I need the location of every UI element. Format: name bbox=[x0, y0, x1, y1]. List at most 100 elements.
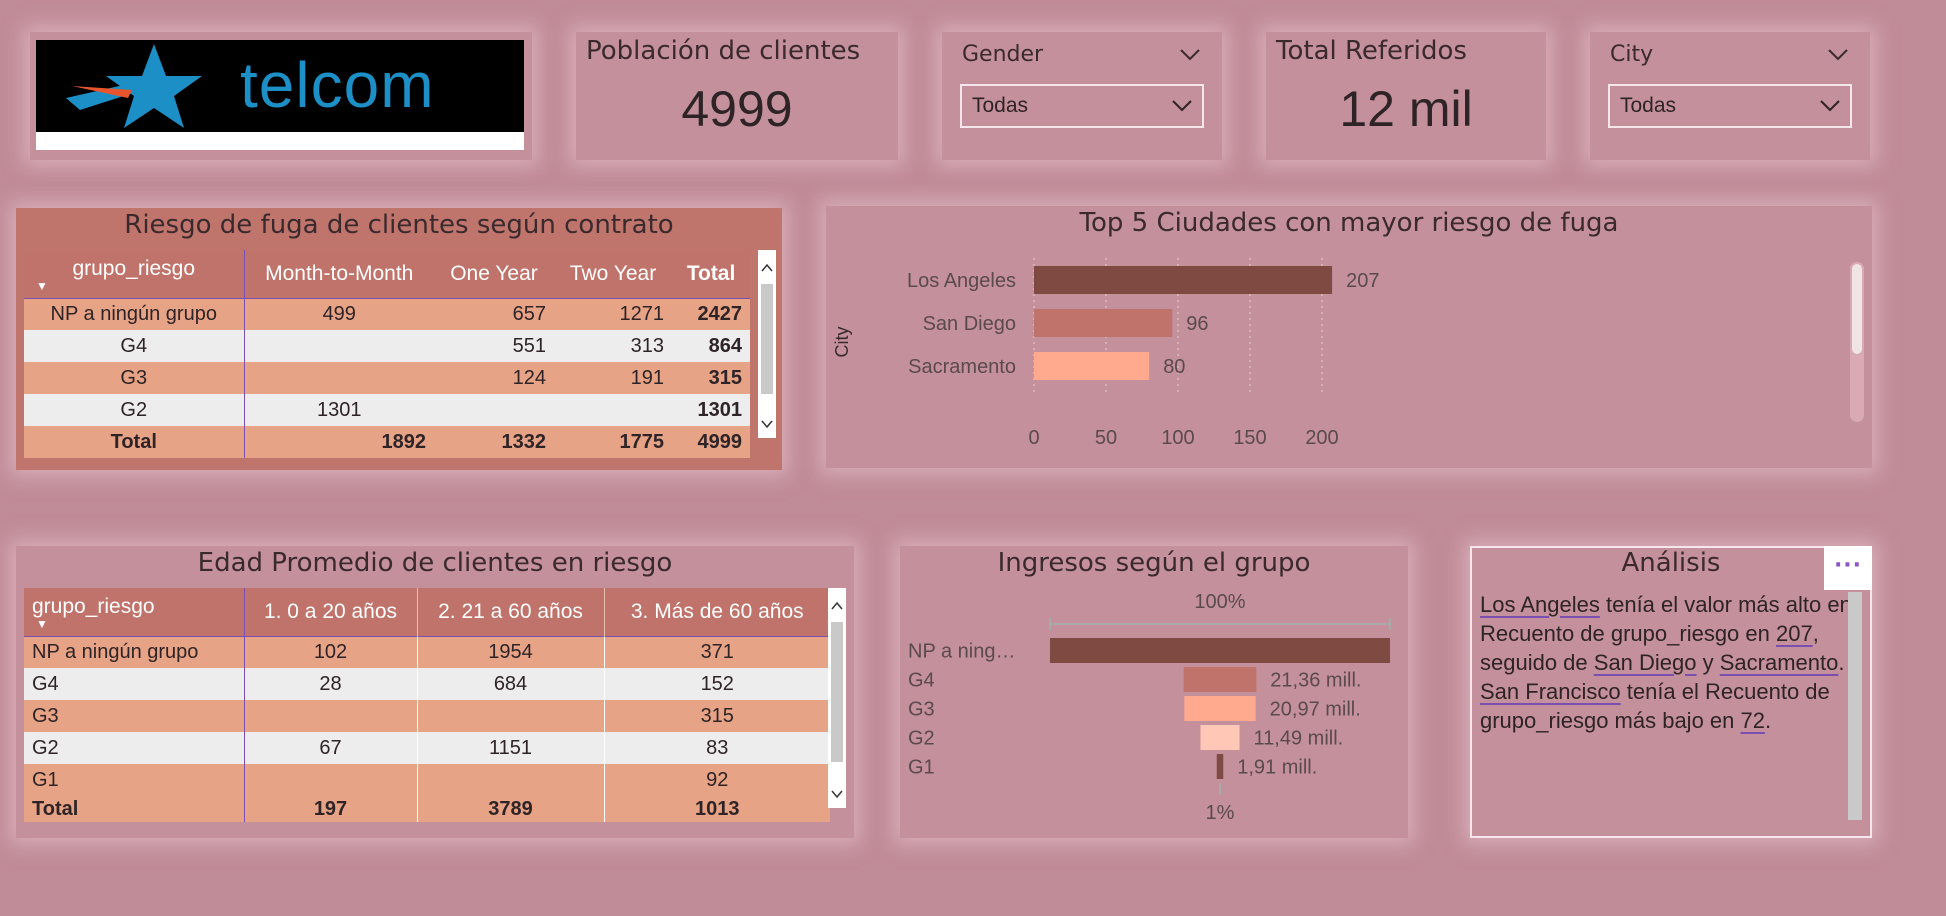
chevron-down-icon[interactable] bbox=[758, 416, 776, 432]
table-cell: 1301 bbox=[244, 394, 434, 426]
row-header: G4 bbox=[24, 668, 245, 700]
analysis-highlight[interactable]: Los Angeles bbox=[1480, 592, 1600, 617]
city-dropdown[interactable]: Todas bbox=[1608, 84, 1852, 128]
chevron-down-icon[interactable] bbox=[1826, 42, 1850, 66]
funnel-category-label: G2 bbox=[908, 728, 935, 750]
contract-matrix-scrollbar[interactable] bbox=[758, 250, 776, 438]
table-cell: 864 bbox=[672, 330, 750, 362]
table-cell bbox=[434, 394, 554, 426]
funnel-bar[interactable] bbox=[1184, 696, 1256, 721]
city-slicer-title: City bbox=[1610, 42, 1654, 67]
chevron-up-icon[interactable] bbox=[758, 260, 776, 276]
age-matrix-scrollbar[interactable] bbox=[828, 588, 846, 808]
chevron-down-icon[interactable] bbox=[828, 786, 846, 802]
age-matrix-table: grupo_riesgo ▼ 1. 0 a 20 años 2. 21 a 60 … bbox=[24, 588, 830, 822]
bar[interactable] bbox=[1034, 352, 1150, 380]
top-cities-scrollbar[interactable] bbox=[1850, 262, 1864, 422]
table-row: G1 92 bbox=[24, 764, 830, 796]
age-matrix-card: Edad Promedio de clientes en riesgo grup… bbox=[16, 546, 854, 838]
analysis-text-segment: , seguido de bbox=[1480, 621, 1819, 675]
row-header: G2 bbox=[24, 394, 245, 426]
analysis-scrollbar[interactable] bbox=[1848, 592, 1862, 820]
table-cell: 315 bbox=[604, 700, 830, 732]
column-header[interactable]: Month-to-Month bbox=[244, 250, 434, 298]
funnel-bar[interactable] bbox=[1216, 754, 1224, 779]
table-row: NP a ningún grupo 102 1954 371 bbox=[24, 636, 830, 668]
y-tick-label: San Diego bbox=[923, 313, 1016, 335]
table-row: NP a ningún grupo 499 657 1271 2427 bbox=[24, 298, 750, 330]
bar[interactable] bbox=[1034, 309, 1173, 337]
kpi-referrals-title: Total Referidos bbox=[1276, 36, 1467, 66]
top-cities-chart-title: Top 5 Ciudades con mayor riesgo de fuga bbox=[1079, 208, 1619, 238]
data-label: 96 bbox=[1186, 313, 1208, 335]
analysis-highlight[interactable]: Sacramento bbox=[1719, 650, 1839, 675]
chevron-up-icon[interactable] bbox=[828, 598, 846, 614]
table-cell: 1332 bbox=[434, 426, 554, 458]
funnel-category-label: G1 bbox=[908, 757, 935, 779]
table-cell: 2427 bbox=[672, 298, 750, 330]
analysis-card: Análisis ··· Los Angeles tenía el valor … bbox=[1470, 546, 1872, 838]
row-header: NP a ningún grupo bbox=[24, 298, 245, 330]
table-cell: 92 bbox=[604, 764, 830, 796]
funnel-bar[interactable] bbox=[1050, 638, 1390, 663]
column-header[interactable]: 1. 0 a 20 años bbox=[244, 588, 418, 636]
x-tick-label: 100 bbox=[1161, 427, 1194, 449]
column-header[interactable]: One Year bbox=[434, 250, 554, 298]
column-header[interactable]: 3. Más de 60 años bbox=[604, 588, 830, 636]
analysis-highlight[interactable]: San Francisco bbox=[1480, 679, 1621, 704]
chevron-down-icon[interactable] bbox=[1178, 42, 1202, 66]
more-options-icon[interactable]: ··· bbox=[1824, 546, 1872, 590]
table-cell: 313 bbox=[554, 330, 672, 362]
row-header: NP a ningún grupo bbox=[24, 636, 245, 668]
table-cell: 499 bbox=[244, 298, 434, 330]
kpi-population-title: Población de clientes bbox=[586, 36, 861, 66]
table-cell: 1013 bbox=[604, 796, 830, 822]
table-cell: 197 bbox=[244, 796, 418, 822]
kpi-referrals-value: 12 mil bbox=[1339, 81, 1473, 137]
funnel-bar[interactable] bbox=[1200, 725, 1240, 750]
gender-dropdown[interactable]: Todas bbox=[960, 84, 1204, 128]
funnel-bar[interactable] bbox=[1183, 667, 1257, 692]
table-row: G3 124 191 315 bbox=[24, 362, 750, 394]
data-label: 207 bbox=[1346, 270, 1379, 292]
table-cell: 67 bbox=[244, 732, 418, 764]
table-cell: 152 bbox=[604, 668, 830, 700]
logo-card: telcom bbox=[30, 32, 532, 160]
top-cities-chart-card: Top 5 Ciudades con mayor riesgo de fuga … bbox=[826, 206, 1872, 468]
table-cell: 1151 bbox=[417, 732, 605, 764]
scrollbar-thumb[interactable] bbox=[1852, 264, 1862, 354]
table-cell bbox=[417, 764, 605, 796]
funnel-top-label: 100% bbox=[1194, 591, 1245, 613]
table-cell: 1271 bbox=[554, 298, 672, 330]
kpi-population-value: 4999 bbox=[681, 81, 793, 137]
analysis-title: Análisis bbox=[1621, 548, 1721, 578]
table-header-row: grupo_riesgo ▼ 1. 0 a 20 años 2. 21 a 60 … bbox=[24, 588, 830, 636]
table-cell: 1954 bbox=[417, 636, 605, 668]
kpi-referrals-card: Total Referidos 12 mil bbox=[1266, 32, 1546, 160]
gender-dropdown-value: Todas bbox=[972, 94, 1029, 117]
y-tick-label: Sacramento bbox=[908, 356, 1016, 378]
analysis-highlight[interactable]: 207 bbox=[1776, 621, 1813, 646]
table-row: G3 315 bbox=[24, 700, 830, 732]
contract-matrix-card: Riesgo de fuga de clientes según contrat… bbox=[16, 208, 782, 470]
column-header[interactable]: grupo_riesgo ▼ bbox=[24, 250, 245, 298]
analysis-highlight[interactable]: San Diego bbox=[1593, 650, 1697, 675]
column-header[interactable]: grupo_riesgo ▼ bbox=[24, 588, 245, 636]
bar[interactable] bbox=[1034, 266, 1333, 294]
analysis-highlight[interactable]: 72 bbox=[1740, 708, 1765, 733]
funnel-category-label: G4 bbox=[908, 670, 935, 692]
y-tick-label: Los Angeles bbox=[907, 270, 1016, 292]
scrollbar-thumb[interactable] bbox=[831, 622, 843, 762]
scrollbar-thumb[interactable] bbox=[761, 284, 773, 394]
table-cell: 315 bbox=[672, 362, 750, 394]
star-logo-icon bbox=[66, 44, 202, 128]
chevron-down-icon bbox=[1172, 100, 1192, 112]
funnel-category-label: NP a ning… bbox=[908, 641, 1015, 663]
table-total-row: Total 197 3789 1013 bbox=[24, 796, 830, 822]
table-cell: 1301 bbox=[672, 394, 750, 426]
column-header[interactable]: 2. 21 a 60 años bbox=[417, 588, 605, 636]
column-header[interactable]: Two Year bbox=[554, 250, 672, 298]
column-header[interactable]: Total bbox=[672, 250, 750, 298]
y-axis-label: City bbox=[832, 327, 852, 358]
chevron-down-icon bbox=[1820, 100, 1840, 112]
